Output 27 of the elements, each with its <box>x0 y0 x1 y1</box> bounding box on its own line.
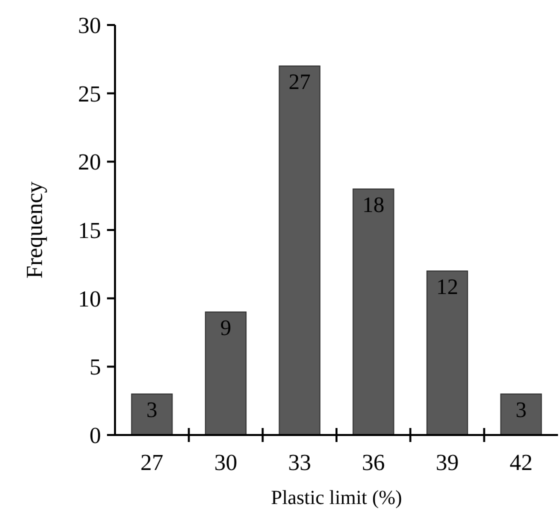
y-axis-title: Frequency <box>22 180 47 279</box>
y-tick-label: 15 <box>78 218 101 243</box>
data-label: 3 <box>146 397 158 422</box>
x-tick-label: 27 <box>140 450 164 475</box>
x-tick-label: 36 <box>362 450 385 475</box>
data-label: 3 <box>516 397 527 422</box>
y-tick-label: 10 <box>78 286 101 312</box>
bar <box>204 312 247 436</box>
y-tick-label: 30 <box>78 13 101 38</box>
x-axis-title: Plastic limit (%) <box>270 487 402 509</box>
data-label: 12 <box>436 274 458 299</box>
data-label: 18 <box>362 192 384 217</box>
y-tick-label: 0 <box>90 423 101 448</box>
bar <box>352 188 394 436</box>
y-tick-label: 25 <box>78 81 101 106</box>
y-tick-label: 20 <box>78 150 101 175</box>
x-tick-label: 39 <box>436 450 459 475</box>
bar <box>500 394 542 436</box>
data-label: 27 <box>288 69 311 94</box>
y-tick-label: 5 <box>90 354 101 380</box>
data-label: 9 <box>220 315 232 340</box>
bar <box>278 66 320 436</box>
bar <box>426 270 468 436</box>
bar <box>131 394 173 436</box>
x-tick-label: 42 <box>510 450 533 475</box>
x-tick-label: 30 <box>214 450 238 475</box>
x-tick-label: 33 <box>288 450 312 475</box>
